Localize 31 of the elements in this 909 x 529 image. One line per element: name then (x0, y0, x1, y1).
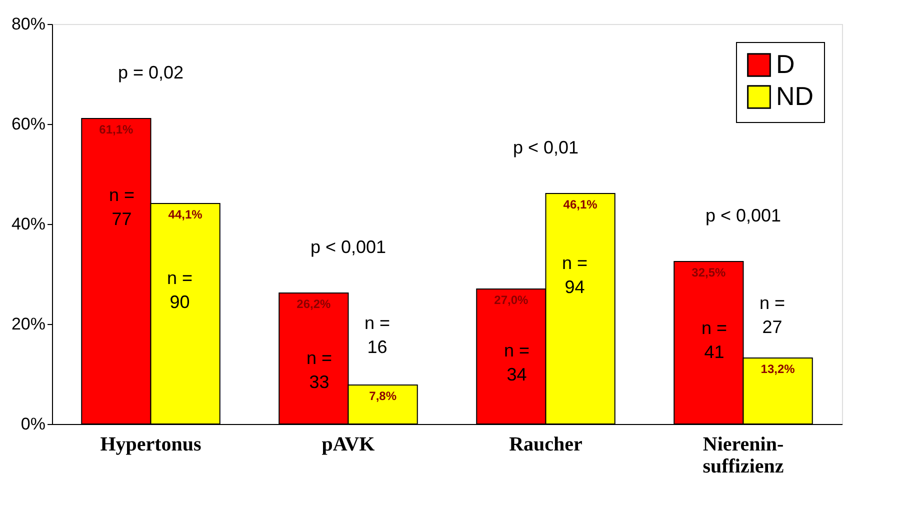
annotation: p < 0,001 (705, 206, 782, 226)
data-label: 32,5% (692, 266, 726, 280)
data-label: 46,1% (563, 198, 598, 212)
annotation: n = 90 (166, 268, 193, 312)
annotation: p < 0,01 (512, 138, 579, 158)
x-tick-label: Nierenin- suffizienz (702, 434, 784, 478)
x-tick-label: pAVK (322, 434, 376, 456)
data-label: 26,2% (296, 297, 332, 311)
y-tick-label: 0% (20, 414, 46, 434)
annotation: n = 16 (364, 313, 390, 357)
data-label: 13,2% (760, 362, 796, 376)
annotation: n = 41 (701, 318, 728, 362)
y-tick-label: 60% (11, 114, 46, 134)
annotation: n = 77 (108, 185, 135, 229)
annotation: n = 27 (759, 293, 786, 337)
annotation: n = 33 (306, 348, 332, 392)
x-tick-label: Hypertonus (100, 434, 202, 456)
data-label: 27,0% (494, 293, 529, 307)
legend-label: D (776, 49, 795, 79)
y-tick-label: 40% (11, 214, 46, 234)
x-tick-label: Raucher (509, 434, 583, 456)
y-tick-label: 80% (11, 14, 46, 34)
annotation: p = 0,02 (118, 62, 184, 82)
data-label: 7,8% (369, 389, 397, 403)
y-tick-label: 20% (11, 314, 46, 334)
annotation: p < 0,001 (310, 237, 386, 257)
legend-label: ND (776, 81, 814, 111)
data-label: 44,1% (168, 208, 203, 222)
annotation: n = 94 (562, 253, 588, 297)
annotation: n = 34 (504, 340, 530, 384)
data-label: 61,1% (99, 122, 134, 136)
